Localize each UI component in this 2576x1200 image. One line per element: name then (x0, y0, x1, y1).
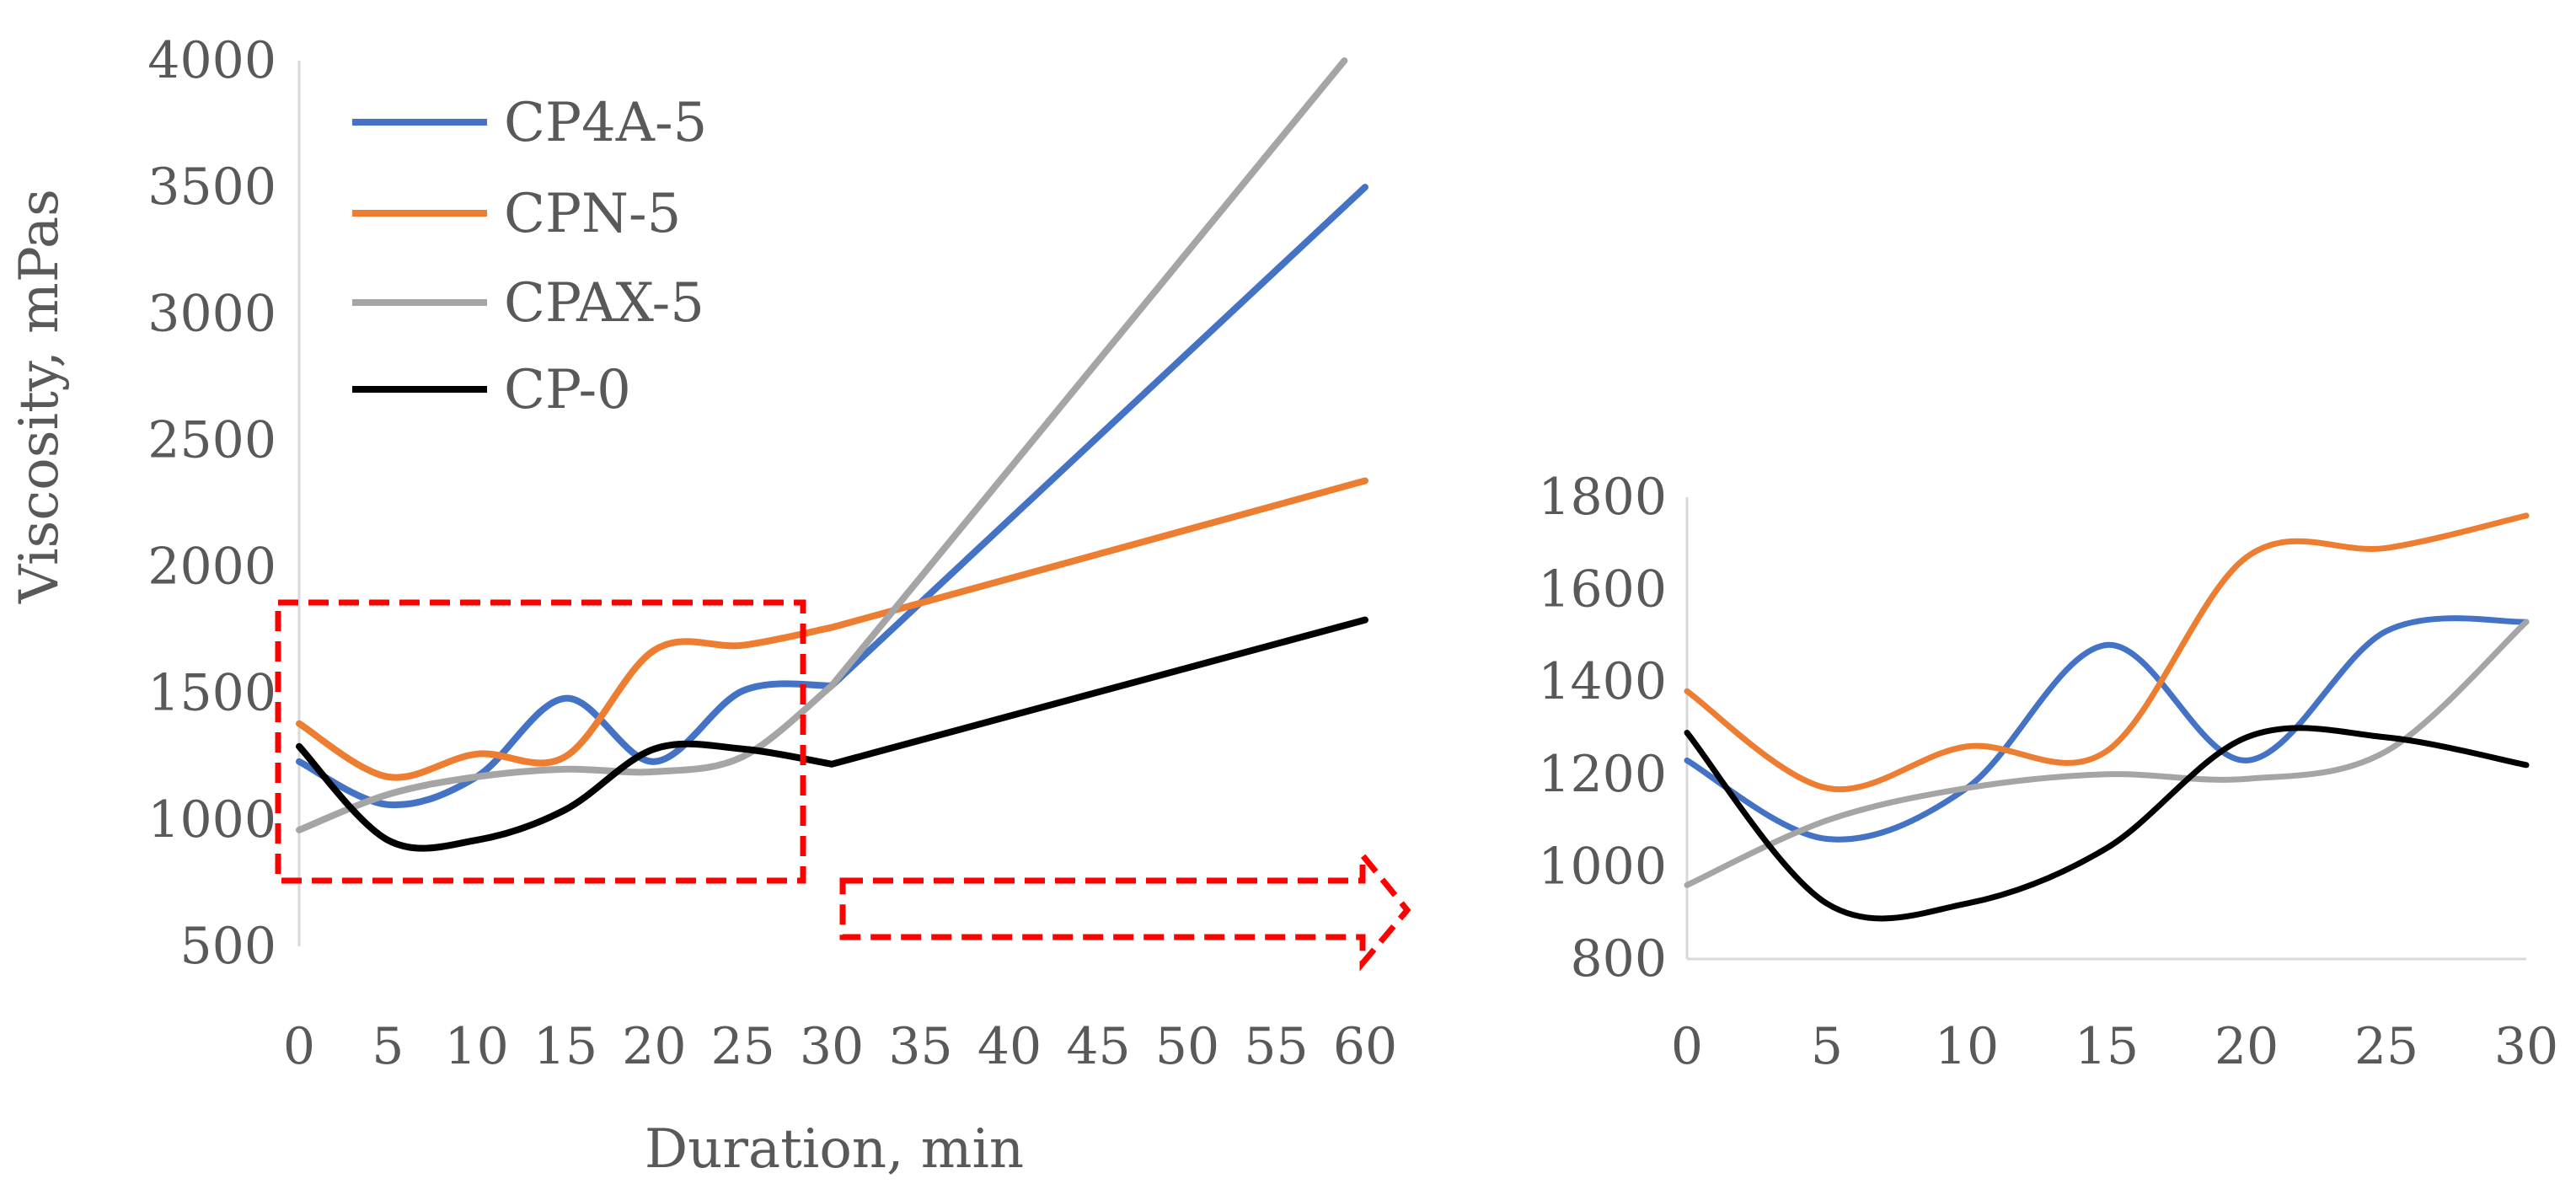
inset-series-line-cpn-5 (1684, 512, 2530, 793)
main-x-tick-label: 20 (622, 1017, 686, 1076)
main-y-tick-label: 500 (179, 917, 276, 976)
main-x-tick-label: 50 (1155, 1017, 1219, 1076)
main-x-tick-label: 40 (977, 1017, 1042, 1076)
legend-item-cp-0: CP-0 (352, 359, 631, 421)
inset-series-line-cp4a-5 (1684, 615, 2530, 843)
main-x-tick-label: 35 (888, 1017, 952, 1076)
inset-x-tick-label: 0 (1671, 1017, 1703, 1076)
inset-x-tick-label: 30 (2494, 1017, 2558, 1076)
inset-x-tick-label: 20 (2215, 1017, 2279, 1076)
inset-y-tick-label: 1800 (1538, 468, 1667, 527)
legend-label-cpax-5: CPAX-5 (504, 272, 704, 335)
inset-y-ticks: 800 1000 1200 1400 1600 1800 (1538, 468, 1667, 988)
main-y-tick-label: 2000 (147, 538, 276, 597)
inset-x-tick-label: 25 (2354, 1017, 2418, 1076)
main-series-line-cp-0 (296, 616, 1368, 852)
legend-label-cp-0: CP-0 (504, 359, 631, 421)
main-x-tick-label: 25 (710, 1017, 774, 1076)
main-series-lines (296, 57, 1368, 852)
inset-y-tick-label: 1000 (1538, 837, 1667, 896)
legend-label-cpn-5: CPN-5 (504, 183, 681, 245)
zoom-region-box (275, 599, 806, 884)
main-y-tick-label: 1000 (147, 790, 276, 849)
main-x-tick-label: 60 (1333, 1017, 1397, 1076)
main-x-tick-label: 45 (1066, 1017, 1130, 1076)
main-y-tick-label: 3500 (147, 158, 276, 217)
inset-y-tick-label: 1600 (1538, 560, 1667, 619)
inset-series-line-cpax-5 (1684, 619, 2530, 888)
zoom-arrow (839, 847, 1411, 972)
main-y-tick-label: 4000 (147, 31, 276, 90)
main-chart: 500 1000 1500 2000 2500 3000 3500 4000 0 5 10 15 20… (8, 31, 1411, 1181)
main-x-ticks: 0 5 10 15 20 25 30 35 40 45 50 55 60 (283, 1017, 1397, 1076)
legend: CP4A-5 CPN-5 CPAX-5 CP-0 (352, 92, 707, 421)
main-x-tick-label: 0 (283, 1017, 315, 1076)
x-axis-title: Duration, min (645, 1118, 1024, 1181)
inset-x-tick-label: 10 (1935, 1017, 1999, 1076)
main-x-tick-label: 55 (1244, 1017, 1308, 1076)
main-x-tick-label: 10 (444, 1017, 508, 1076)
inset-series-lines (1684, 512, 2530, 922)
main-y-ticks: 500 1000 1500 2000 2500 3000 3500 4000 (147, 31, 276, 976)
main-y-tick-label: 3000 (147, 284, 276, 343)
legend-label-cp4a-5: CP4A-5 (504, 92, 707, 154)
main-x-tick-label: 5 (372, 1017, 404, 1076)
main-series-line-cpax-5 (296, 57, 1348, 833)
inset-y-tick-label: 1400 (1538, 652, 1667, 711)
legend-item-cpn-5: CPN-5 (352, 183, 681, 245)
inset-x-ticks: 0 5 10 15 20 25 30 (1671, 1017, 2558, 1076)
main-series-line-cpn-5 (296, 477, 1368, 781)
main-x-tick-label: 30 (800, 1017, 864, 1076)
legend-item-cp4a-5: CP4A-5 (352, 92, 707, 154)
main-series-line-cp4a-5 (296, 184, 1368, 809)
inset-x-tick-label: 15 (2075, 1017, 2139, 1076)
main-y-tick-label: 1500 (147, 664, 276, 723)
inset-x-tick-label: 5 (1811, 1017, 1843, 1076)
inset-series-line-cp-0 (1684, 725, 2530, 922)
inset-chart: 800 1000 1200 1400 1600 1800 0 5 10 15 20 25 30 (1538, 468, 2558, 1076)
main-y-tick-label: 2500 (147, 410, 276, 469)
legend-item-cpax-5: CPAX-5 (352, 272, 704, 335)
main-x-tick-label: 15 (533, 1017, 597, 1076)
y-axis-title: Viscosity, mPas (8, 189, 71, 604)
inset-y-tick-label: 800 (1570, 929, 1667, 988)
inset-y-tick-label: 1200 (1538, 745, 1667, 804)
